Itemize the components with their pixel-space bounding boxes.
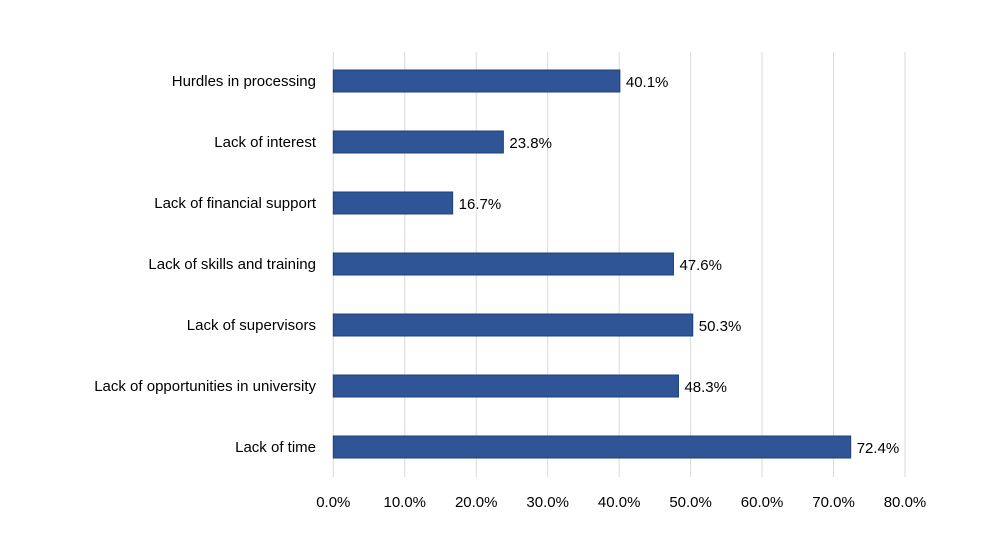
category-label: Lack of opportunities in university [94, 378, 316, 395]
x-tick-label: 50.0% [669, 494, 712, 511]
bar [332, 435, 852, 459]
x-tick-label: 0.0% [316, 494, 350, 511]
data-label: 48.3% [684, 379, 727, 396]
category-label: Lack of time [235, 439, 316, 456]
bar [332, 191, 454, 215]
data-label: 40.1% [626, 74, 669, 91]
data-label: 23.8% [509, 135, 552, 152]
x-tick-label: 30.0% [526, 494, 569, 511]
data-label: 72.4% [857, 440, 900, 457]
x-tick-label: 20.0% [455, 494, 498, 511]
bar [332, 374, 679, 398]
data-label: 50.3% [699, 318, 742, 335]
category-label: Lack of skills and training [148, 256, 316, 273]
data-label: 16.7% [459, 196, 502, 213]
bar [332, 69, 621, 93]
bar [332, 252, 674, 276]
x-tick-label: 70.0% [812, 494, 855, 511]
category-label: Hurdles in processing [172, 73, 316, 90]
x-tick-label: 10.0% [383, 494, 426, 511]
category-label: Lack of financial support [154, 195, 317, 212]
bar [332, 313, 694, 337]
x-tick-label: 80.0% [884, 494, 927, 511]
category-label: Lack of supervisors [187, 317, 316, 334]
data-label: 47.6% [679, 257, 722, 274]
category-label: Lack of interest [214, 134, 317, 151]
x-tick-label: 60.0% [741, 494, 784, 511]
bar [332, 130, 504, 154]
x-tick-label: 40.0% [598, 494, 641, 511]
